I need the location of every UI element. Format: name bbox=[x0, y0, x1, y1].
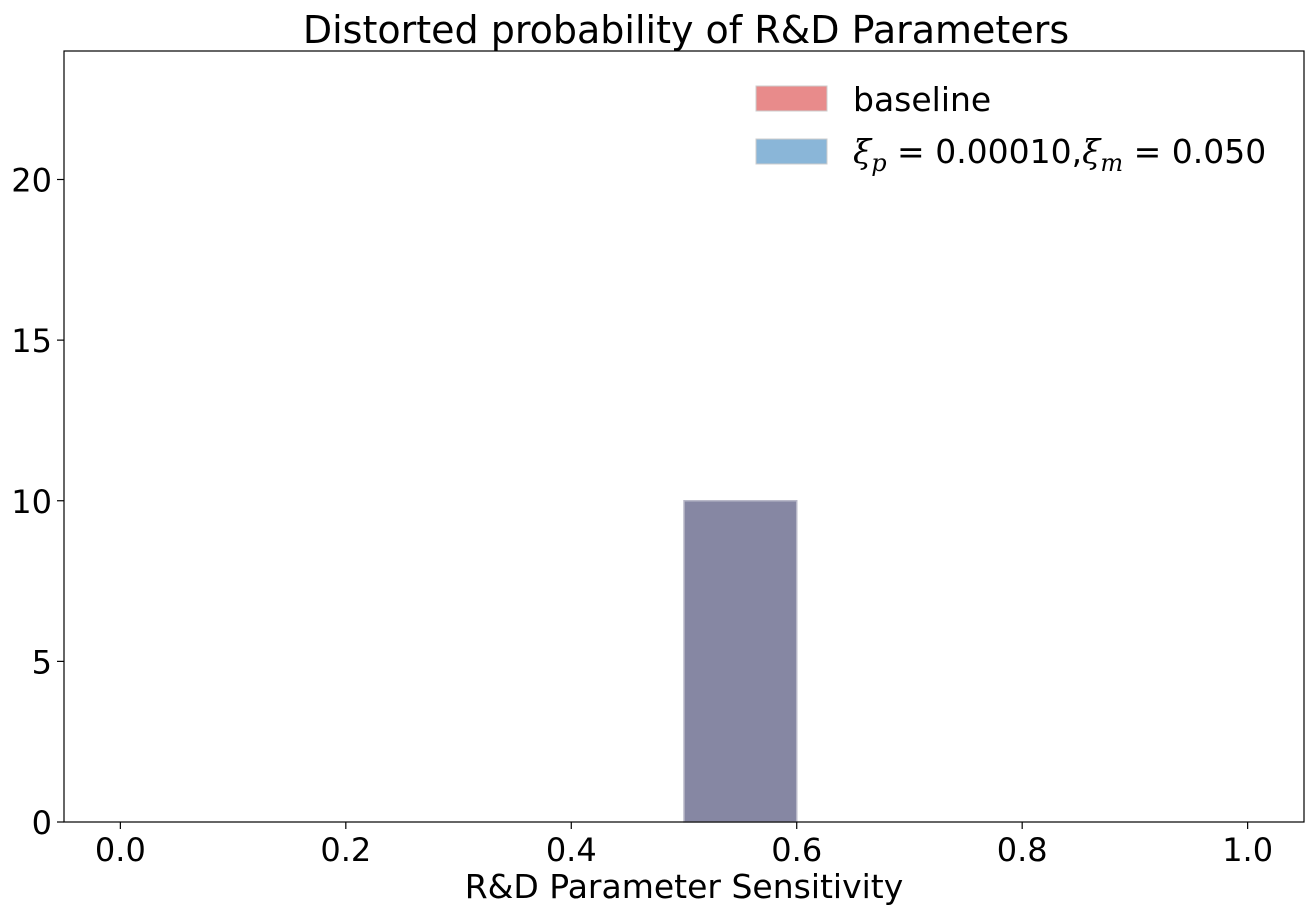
legend-swatch-xi bbox=[756, 139, 827, 164]
legend-swatch-baseline bbox=[756, 86, 827, 111]
y-axis: 0 5 10 15 20 bbox=[11, 162, 64, 843]
plot-area bbox=[684, 501, 797, 822]
legend-xi-m-symbol: ξ bbox=[1082, 132, 1102, 171]
x-tick-label: 1.0 bbox=[1222, 831, 1273, 869]
x-tick-label: 0.8 bbox=[997, 831, 1048, 869]
x-axis: 0.0 0.2 0.4 0.6 0.8 1.0 bbox=[95, 822, 1273, 869]
legend-xi-m-subscript: m bbox=[1100, 149, 1123, 177]
x-tick-label: 0.6 bbox=[771, 831, 822, 869]
y-tick-label: 0 bbox=[32, 804, 52, 842]
y-tick-label: 5 bbox=[32, 643, 52, 681]
histogram-bar bbox=[684, 501, 797, 822]
legend-xi-m-value: = 0.050 bbox=[1123, 132, 1266, 171]
y-tick-label: 10 bbox=[11, 483, 52, 521]
y-tick-label: 20 bbox=[11, 162, 52, 200]
x-tick-label: 0.0 bbox=[95, 831, 146, 869]
y-tick-label: 15 bbox=[11, 322, 52, 360]
x-axis-label: R&D Parameter Sensitivity bbox=[465, 867, 904, 906]
chart-title: Distorted probability of R&D Parameters bbox=[303, 8, 1069, 52]
legend-xi-p-value: = 0.00010, bbox=[887, 132, 1083, 171]
legend-xi-p-symbol: ξ bbox=[853, 132, 873, 171]
legend-xi-p-subscript: p bbox=[871, 149, 886, 177]
x-tick-label: 0.4 bbox=[546, 831, 597, 869]
legend-label-baseline: baseline bbox=[853, 80, 991, 119]
legend-label-xi: ξp = 0.00010,ξm = 0.050 bbox=[853, 132, 1266, 177]
x-tick-label: 0.2 bbox=[320, 831, 371, 869]
legend: baseline ξp = 0.00010,ξm = 0.050 bbox=[756, 80, 1266, 177]
